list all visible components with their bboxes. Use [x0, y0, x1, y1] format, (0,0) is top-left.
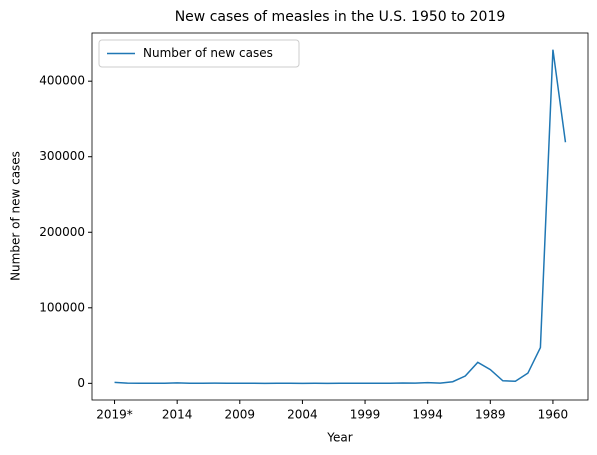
x-tick-label: 1999 — [350, 408, 381, 422]
y-tick-label: 300000 — [39, 149, 85, 163]
y-axis-label: Number of new cases — [9, 151, 23, 281]
chart-title: New cases of measles in the U.S. 1950 to… — [175, 9, 506, 25]
legend-label: Number of new cases — [143, 46, 273, 60]
y-tick-label: 0 — [77, 376, 85, 390]
x-tick-label: 2004 — [287, 408, 318, 422]
x-tick-label: 1989 — [475, 408, 506, 422]
x-axis-label: Year — [326, 431, 352, 445]
x-tick-label: 2014 — [162, 408, 193, 422]
y-tick-label: 400000 — [39, 74, 85, 88]
x-tick-label: 2019* — [96, 408, 133, 422]
x-tick-label: 2009 — [225, 408, 256, 422]
data-line — [114, 49, 567, 385]
x-tick-label: 1994 — [412, 408, 443, 422]
legend-box — [98, 39, 300, 68]
y-tick-label: 200000 — [39, 225, 85, 239]
x-tick-label: 1960 — [538, 408, 569, 422]
y-tick-label: 100000 — [39, 300, 85, 314]
plot-frame — [91, 32, 589, 401]
